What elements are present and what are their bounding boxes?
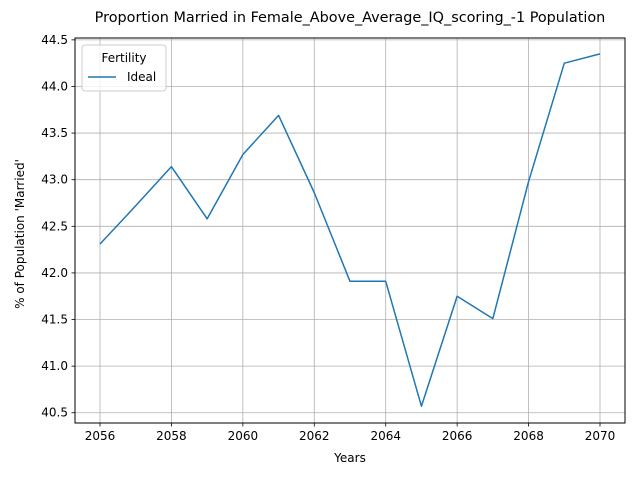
y-tick-label: 43.5 bbox=[41, 126, 68, 140]
y-tick-label: 41.0 bbox=[41, 359, 68, 373]
x-tick-label: 2058 bbox=[156, 429, 187, 443]
plot-area-frame bbox=[75, 38, 625, 423]
y-tick-label: 44.5 bbox=[41, 33, 68, 47]
y-tick-label: 42.5 bbox=[41, 219, 68, 233]
y-tick-label: 41.5 bbox=[41, 313, 68, 327]
x-axis-label: Years bbox=[333, 451, 366, 465]
chart-title: Proportion Married in Female_Above_Avera… bbox=[95, 10, 606, 26]
series-layer bbox=[100, 54, 600, 406]
x-tick-label: 2068 bbox=[513, 429, 544, 443]
x-tick-label: 2056 bbox=[85, 429, 116, 443]
x-tick-label: 2070 bbox=[585, 429, 616, 443]
grid bbox=[75, 38, 625, 423]
legend: Fertility Ideal bbox=[82, 45, 166, 91]
axis-ticks: 2056 2058 2060 2062 2064 2066 2068 2070 40.5 41.0… bbox=[41, 33, 615, 443]
legend-title: Fertility bbox=[101, 51, 146, 65]
series-line-ideal bbox=[100, 54, 600, 406]
x-tick-label: 2062 bbox=[299, 429, 330, 443]
y-tick-label: 40.5 bbox=[41, 406, 68, 420]
y-tick-label: 43.0 bbox=[41, 173, 68, 187]
x-tick-label: 2060 bbox=[228, 429, 259, 443]
y-tick-label: 42.0 bbox=[41, 266, 68, 280]
y-axis-label: % of Population 'Married' bbox=[13, 159, 27, 309]
x-tick-label: 2066 bbox=[442, 429, 473, 443]
y-tick-label: 44.0 bbox=[41, 79, 68, 93]
x-tick-label: 2064 bbox=[370, 429, 401, 443]
legend-label-ideal: Ideal bbox=[127, 70, 156, 84]
